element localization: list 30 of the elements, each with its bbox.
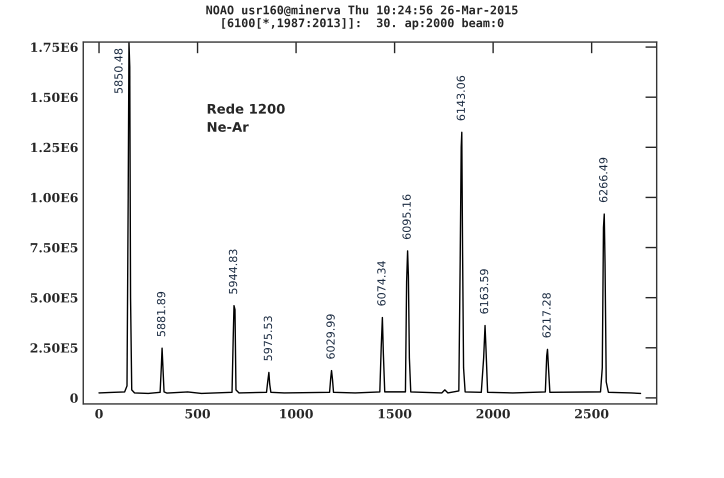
x-tick-label: 0: [95, 408, 103, 418]
annotation: Rede 1200: [208, 104, 285, 114]
x-tick-label: 1000: [280, 408, 313, 418]
annotation: 5881.89: [156, 292, 166, 336]
annotation: 5975.53: [264, 316, 272, 360]
annotation: 5944.83: [228, 250, 238, 294]
annotation: 6163.59: [480, 269, 488, 314]
y-tick-label: 2.50E5: [30, 343, 78, 353]
annotation: 6095.16: [402, 194, 411, 240]
y-tick-label: 1.25E6: [31, 142, 78, 152]
chart-title: NOAO usr160@minerva Thu 10:24:56 26-Mar-2015: [206, 4, 518, 16]
annotation: 6029.99: [326, 314, 335, 359]
annotation: Ne-Ar: [208, 122, 249, 132]
y-tick-label: 1.50E6: [31, 92, 78, 102]
y-tick-label: 7.50E5: [30, 243, 78, 252]
x-tick-label: 500: [186, 408, 210, 418]
x-tick-label: 2500: [575, 408, 608, 418]
annotation: 6143.06: [456, 76, 466, 120]
annotation: 6217.28: [542, 293, 551, 338]
chart-subtitle: [6100[*,1987:2013]]: 30. ap:2000 beam:0: [222, 18, 504, 30]
y-tick-label: 5.00E5: [30, 293, 78, 303]
x-tick-label: 2000: [476, 408, 510, 418]
annotation: 5850.48: [114, 48, 123, 94]
annotation: 6266.49: [599, 158, 608, 202]
y-tick-label: 1.75E6: [31, 42, 78, 52]
x-tick-label: 1500: [378, 408, 412, 418]
y-tick-label: 1.00E6: [31, 192, 78, 202]
y-tick-label: 0: [70, 393, 78, 403]
annotation: 6074.34: [377, 261, 386, 306]
line-series: [98, 42, 642, 394]
